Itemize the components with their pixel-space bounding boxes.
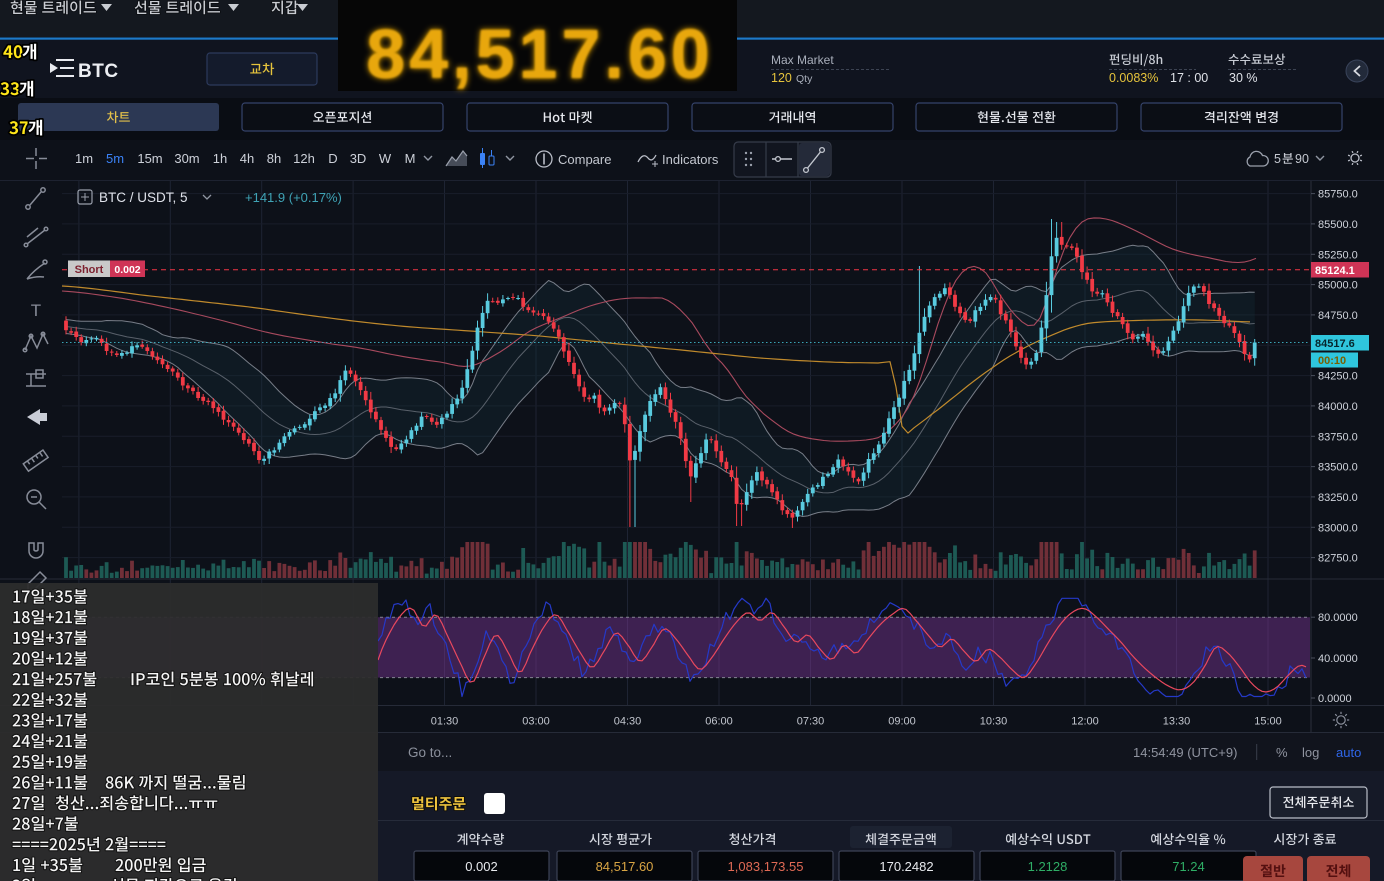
svg-text:1.2128: 1.2128	[1028, 859, 1068, 874]
svg-text:30 %: 30 %	[1229, 71, 1258, 85]
svg-text:07:30: 07:30	[797, 716, 825, 728]
svg-text:84,517.60: 84,517.60	[366, 15, 713, 93]
svg-text:84250.0: 84250.0	[1318, 371, 1358, 383]
svg-text:90: 90	[1295, 152, 1309, 166]
svg-text:5: 5	[1274, 152, 1281, 166]
svg-text:10:30: 10:30	[980, 716, 1008, 728]
svg-text:Qty: Qty	[796, 73, 813, 85]
svg-text:BTC: BTC	[78, 61, 119, 82]
svg-text:Short: Short	[75, 264, 104, 276]
svg-text:85000.0: 85000.0	[1318, 280, 1358, 292]
svg-text:84,517.60: 84,517.60	[596, 859, 654, 874]
svg-text:5m: 5m	[106, 151, 124, 166]
svg-text:85124.1: 85124.1	[1315, 265, 1355, 277]
svg-text:84000.0: 84000.0	[1318, 401, 1358, 413]
svg-text:84750.0: 84750.0	[1318, 310, 1358, 322]
svg-text:0.002: 0.002	[465, 859, 498, 874]
svg-text:15m: 15m	[137, 151, 162, 166]
svg-text:BTC / USDT, 5: BTC / USDT, 5	[99, 190, 188, 205]
svg-text:T: T	[31, 301, 41, 320]
svg-text:170.2482: 170.2482	[879, 859, 933, 874]
svg-text:1,083,173.55: 1,083,173.55	[728, 859, 804, 874]
svg-text:71.24: 71.24	[1172, 859, 1205, 874]
svg-text:83750.0: 83750.0	[1318, 431, 1358, 443]
svg-text:3D: 3D	[350, 151, 367, 166]
svg-text:00:10: 00:10	[1318, 355, 1346, 367]
svg-text:13:30: 13:30	[1163, 716, 1191, 728]
svg-text:0.0000: 0.0000	[1318, 693, 1352, 705]
svg-text:log: log	[1302, 745, 1319, 760]
svg-text:1m: 1m	[75, 151, 93, 166]
svg-text:D: D	[328, 151, 337, 166]
svg-text:M: M	[405, 151, 416, 166]
svg-text:04:30: 04:30	[614, 716, 642, 728]
svg-text:80.0000: 80.0000	[1318, 612, 1358, 624]
svg-text:12h: 12h	[293, 151, 315, 166]
svg-text:8h: 8h	[267, 151, 281, 166]
svg-text:auto: auto	[1336, 745, 1361, 760]
svg-text:83250.0: 83250.0	[1318, 492, 1358, 504]
svg-text:40.0000: 40.0000	[1318, 653, 1358, 665]
svg-text:85250.0: 85250.0	[1318, 249, 1358, 261]
svg-text:12:00: 12:00	[1071, 716, 1099, 728]
svg-text:4h: 4h	[240, 151, 254, 166]
svg-text:84517.6: 84517.6	[1315, 338, 1355, 350]
svg-text:Max Market: Max Market	[771, 53, 834, 67]
svg-text:85750.0: 85750.0	[1318, 189, 1358, 201]
svg-text:83000.0: 83000.0	[1318, 522, 1358, 534]
svg-text:09:00: 09:00	[888, 716, 916, 728]
svg-text:120: 120	[771, 71, 792, 85]
svg-text:14:54:49 (UTC+9): 14:54:49 (UTC+9)	[1133, 745, 1237, 760]
svg-text:W: W	[379, 151, 392, 166]
svg-text:06:00: 06:00	[705, 716, 733, 728]
svg-text:01:30: 01:30	[431, 716, 459, 728]
svg-text:%: %	[1276, 745, 1288, 760]
svg-text:83500.0: 83500.0	[1318, 462, 1358, 474]
svg-text:03:00: 03:00	[522, 716, 550, 728]
svg-text:30m: 30m	[174, 151, 199, 166]
svg-text:0.0083%: 0.0083%	[1109, 71, 1158, 85]
svg-text:17 : 00: 17 : 00	[1170, 71, 1208, 85]
svg-text:Indicators: Indicators	[662, 152, 719, 167]
svg-text:Go to...: Go to...	[408, 745, 452, 760]
svg-text:Compare: Compare	[558, 152, 611, 167]
svg-text:+141.9 (+0.17%): +141.9 (+0.17%)	[245, 190, 342, 205]
svg-text:82750.0: 82750.0	[1318, 553, 1358, 565]
svg-text:0.002: 0.002	[114, 264, 140, 276]
svg-text:85500.0: 85500.0	[1318, 219, 1358, 231]
svg-text:1h: 1h	[213, 151, 227, 166]
svg-text:15:00: 15:00	[1254, 716, 1282, 728]
